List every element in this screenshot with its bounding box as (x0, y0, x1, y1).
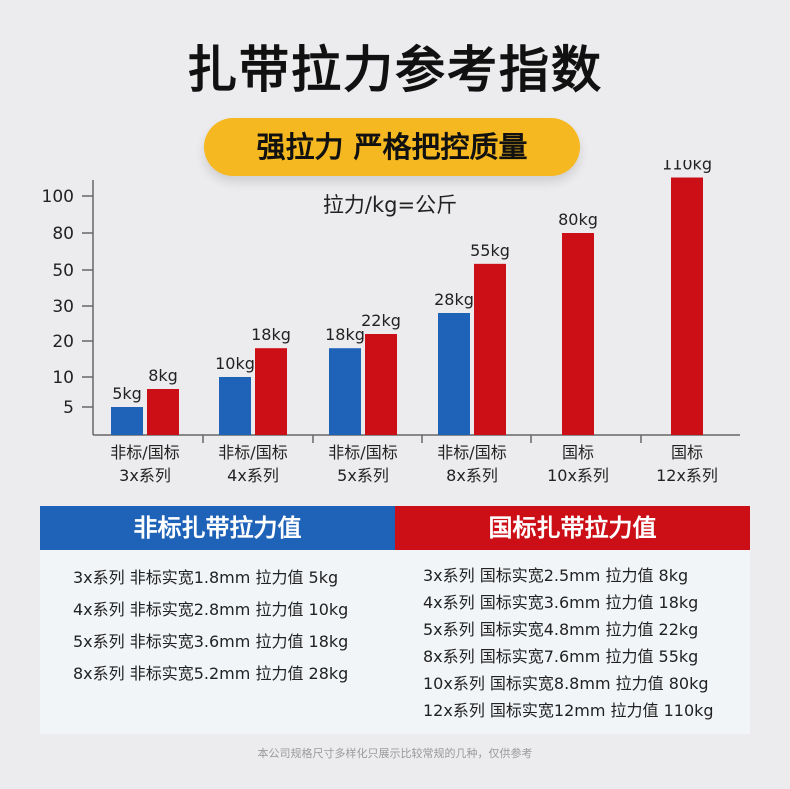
category-label: 3x系列 (119, 466, 171, 485)
category-label: 12x系列 (656, 466, 718, 485)
nonstandard-row: 4x系列 非标实宽2.8mm 拉力值 10kg (73, 600, 349, 619)
category-label: 非标/国标 (328, 443, 397, 462)
bar-nonstandard (111, 407, 143, 435)
category-label: 非标/国标 (110, 443, 179, 462)
data-label: 10kg (215, 354, 255, 373)
data-label: 110kg (662, 160, 712, 174)
nonstandard-row: 8x系列 非标实宽5.2mm 拉力值 28kg (73, 664, 349, 683)
data-label: 55kg (470, 241, 510, 260)
nonstandard-column: 3x系列 非标实宽1.8mm 拉力值 5kg 4x系列 非标实宽2.8mm 拉力… (73, 562, 348, 690)
tension-bar-chart: 5 10 20 30 50 80 100 拉力/kg=公斤 5kg 8kg 非标/国标 3x系列 10k… (42, 160, 740, 485)
y-tick-label: 80 (52, 224, 74, 244)
y-tick-label: 5 (63, 398, 74, 418)
y-tick-label: 50 (52, 261, 74, 281)
y-tick-label: 10 (52, 368, 74, 388)
data-label: 18kg (251, 325, 291, 344)
y-tick-label: 100 (42, 187, 74, 207)
footer-note: 本公司规格尺寸多样化只展示比较常规的几种，仅供参考 (257, 747, 533, 760)
standard-column: 3x系列 国标实宽2.5mm 拉力值 8kg 4x系列 国标实宽3.6mm 拉力… (423, 562, 714, 724)
category-label: 8x系列 (446, 466, 498, 485)
standard-row: 12x系列 国标实宽12mm 拉力值 110kg (423, 701, 714, 720)
category-label: 非标/国标 (218, 443, 287, 462)
bar-nonstandard (329, 348, 361, 435)
bar-nonstandard (438, 313, 470, 435)
nonstandard-row: 5x系列 非标实宽3.6mm 拉力值 18kg (73, 632, 349, 651)
data-label: 80kg (558, 210, 598, 229)
category-label: 国标 (562, 443, 594, 462)
bar-standard (474, 263, 506, 435)
standard-row: 5x系列 国标实宽4.8mm 拉力值 22kg (423, 620, 699, 639)
bar-standard (147, 389, 179, 435)
category-label: 国标 (671, 443, 703, 462)
page-title: 扎带拉力参考指数 (187, 41, 603, 99)
bar-standard (365, 334, 397, 435)
data-label: 22kg (361, 311, 401, 330)
bar-standard (255, 348, 287, 435)
category-label: 5x系列 (337, 466, 389, 485)
category-label: 4x系列 (227, 466, 279, 485)
standard-row: 8x系列 国标实宽7.6mm 拉力值 55kg (423, 647, 699, 666)
chart-unit-label: 拉力/kg=公斤 (323, 193, 457, 217)
badge-text: 强拉力 严格把控质量 (256, 130, 528, 164)
standard-row: 10x系列 国标实宽8.8mm 拉力值 80kg (423, 674, 709, 693)
nonstandard-header: 非标扎带拉力值 (40, 506, 395, 550)
category-label: 非标/国标 (437, 443, 506, 462)
standard-row: 3x系列 国标实宽2.5mm 拉力值 8kg (423, 566, 689, 585)
y-tick-label: 30 (52, 297, 74, 317)
standard-row: 4x系列 国标实宽3.6mm 拉力值 18kg (423, 593, 699, 612)
quality-badge: 强拉力 严格把控质量 (204, 118, 580, 176)
standard-header: 国标扎带拉力值 (395, 506, 750, 550)
spec-table: 非标扎带拉力值 国标扎带拉力值 3x系列 非标实宽1.8mm 拉力值 5kg 4… (40, 506, 750, 734)
bar-standard (671, 177, 703, 435)
y-tick-label: 20 (52, 332, 74, 352)
data-label: 28kg (434, 290, 474, 309)
bar-standard (562, 233, 594, 435)
data-label: 18kg (325, 325, 365, 344)
category-label: 10x系列 (547, 466, 609, 485)
data-label: 8kg (148, 366, 178, 385)
nonstandard-row: 3x系列 非标实宽1.8mm 拉力值 5kg (73, 568, 339, 587)
bar-nonstandard (219, 377, 251, 435)
data-label: 5kg (112, 384, 142, 403)
